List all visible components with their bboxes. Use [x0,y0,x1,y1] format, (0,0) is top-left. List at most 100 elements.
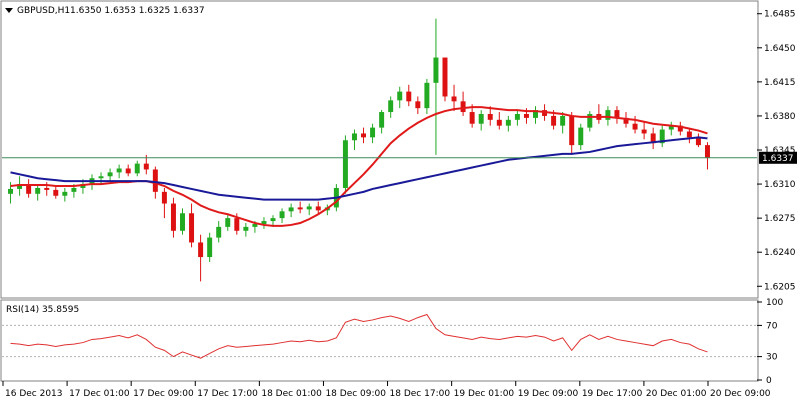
candle-bear [143,163,149,170]
candle-bull [8,188,14,194]
candle-bear [677,125,683,132]
candle-bear [315,206,321,211]
price-tick-label: 1.6310 [764,180,796,190]
candle-bull [279,211,285,219]
candle-bear [704,145,710,158]
candle-bull [98,176,104,179]
price-tick-label: 1.6240 [764,248,796,258]
candle-bull [62,191,68,196]
candle-bear [496,119,502,126]
candle-bull [261,221,267,224]
moving-average-slow-line [10,136,708,201]
rsi-y-axis: 100 70 30 0 [757,298,783,386]
rsi-level-lines [2,324,757,358]
candle-bear [460,101,466,113]
time-tick-label: 17 Dec 01:00 [69,389,130,399]
candle-bear [650,133,656,144]
candle-bear [406,91,412,102]
candle-bear [26,184,32,194]
candle-bull [216,226,222,238]
candle-bear [297,207,303,210]
candle-bull [351,133,357,141]
time-tick-label: 17 Dec 17:00 [197,389,258,399]
rsi-pane [0,299,759,382]
candle-bear [623,117,629,124]
candle-bear [44,187,50,190]
candle-bull [116,168,122,173]
candle-bull [35,187,41,194]
price-tick-label: 1.6450 [764,44,796,54]
price-y-axis: 1.6485 1.6450 1.6415 1.6380 1.6345 1.6310 1.62… [757,10,796,292]
candle-bull [388,100,394,113]
price-tick-label: 1.6485 [764,10,796,20]
candle-bull [478,113,484,124]
candle-bear [361,133,367,138]
candle-bear [451,96,457,102]
candle-bear [632,123,638,130]
rsi-tick-label: 30 [766,353,778,363]
time-tick-label: 18 Dec 01:00 [261,389,322,399]
candle-bear [442,57,448,97]
candle-bear [641,129,647,134]
price-pane [0,0,759,299]
candle-bear [695,137,701,146]
current-price-tag-text: 1.6337 [762,154,794,164]
candle-bear [53,189,59,196]
price-tick-label: 1.6345 [764,146,796,156]
candle-bear [614,110,620,118]
candle-bull [207,237,213,258]
candle-bull [252,223,258,227]
rsi-tick-label: 100 [766,298,783,308]
price-tick-label: 1.6205 [764,282,796,292]
candle-bull [270,218,276,222]
candle-bear [469,112,475,124]
candle-bull [514,113,520,120]
price-tick-label: 1.6275 [764,214,796,224]
candle-bear [198,242,204,258]
time-tick-label: 18 Dec 17:00 [390,389,451,399]
candle-bull [17,184,23,189]
candle-bull [225,218,231,227]
rsi-tick-label: 70 [766,321,778,331]
candle-bull [424,82,430,109]
candle-bull [134,163,140,174]
candle-bear [189,213,195,243]
time-tick-label: 17 Dec 09:00 [133,389,194,399]
time-tick-label: 19 Dec 01:00 [454,389,515,399]
candle-bull [71,187,77,192]
candle-bull [180,213,185,231]
candle-bull [288,207,294,212]
candle-bear [415,101,421,109]
candle-bull [243,226,249,231]
rsi-line [10,313,708,359]
candle-bear [569,115,575,146]
candle-bear [523,113,529,118]
price-tick-label: 1.6380 [764,112,796,122]
candle-bull [397,91,403,101]
time-tick-label: 16 Dec 2013 [5,389,63,399]
time-tick-label: 18 Dec 09:00 [325,389,386,399]
time-tick-label: 20 Dec 01:00 [646,389,707,399]
ohlc-label: 1.6350 1.6353 1.6325 1.6337 [70,6,205,16]
rsi-series [10,313,708,359]
candle-bull [107,172,113,177]
candle-bear [234,218,240,231]
current-price-line: 1.6337 [2,151,797,164]
time-tick-label: 19 Dec 09:00 [518,389,579,399]
candle-bull [533,110,538,118]
candle-bull [668,125,674,130]
current-price-tag [759,151,797,164]
price-tick-label: 1.6415 [764,78,796,88]
rsi-indicator-label: RSI(14) 35.8595 [6,305,79,315]
candle-bear [487,113,493,120]
time-tick-label: 20 Dec 09:00 [710,389,771,399]
chart-menu-triangle-icon[interactable] [5,8,13,13]
candle-bear [686,131,692,138]
rsi-tick-label: 0 [766,376,772,386]
candle-bull [306,206,312,210]
candle-bull [587,113,593,128]
time-tick-label: 19 Dec 17:00 [582,389,643,399]
candle-bull [370,127,376,138]
candle-bull [342,140,348,188]
